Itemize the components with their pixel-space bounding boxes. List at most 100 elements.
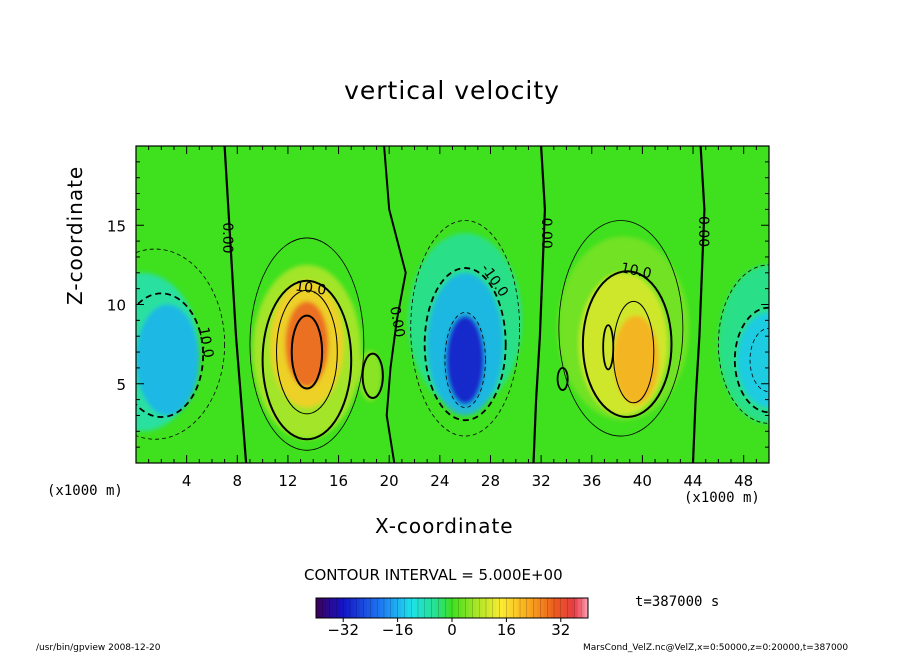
y-tick-label: 10: [107, 297, 126, 315]
colorbar-segment: [584, 598, 589, 618]
contour-ring: [556, 366, 569, 391]
contour-label: 0.00: [538, 218, 554, 249]
colorbar-segment: [326, 598, 330, 618]
x-tick-label: 48: [734, 472, 753, 490]
colorbar-segment: [363, 598, 368, 618]
time-label: t=387000 s: [635, 594, 720, 610]
contour-ring: [361, 352, 384, 400]
contour-ring: [581, 270, 673, 419]
contour-ring: [261, 279, 353, 441]
contour-zero-line: [383, 146, 407, 463]
colorbar-segment: [329, 598, 334, 618]
colorbar-segment: [319, 598, 324, 618]
colorbar-segment: [520, 598, 524, 618]
colorbar-segment: [448, 598, 453, 618]
colorbar-segment: [370, 598, 375, 618]
colorbar-segment: [469, 598, 473, 618]
x-tick-label: 28: [481, 472, 500, 490]
x-tick-label: 44: [683, 472, 702, 490]
colorbar-segment: [472, 598, 477, 618]
field-cell: [285, 301, 329, 387]
field-cell: [446, 315, 485, 405]
colorbar-segment: [516, 598, 521, 618]
x-tick-label: 40: [633, 472, 652, 490]
x-tick-label: 12: [278, 472, 297, 490]
colorbar-segment: [537, 598, 541, 618]
colorbar-segment: [465, 598, 470, 618]
contour-ring: [410, 220, 520, 437]
colorbar-segment: [509, 598, 514, 618]
colorbar-segment: [506, 598, 511, 618]
contour-ring: [602, 324, 615, 371]
colorbar-segment: [492, 598, 497, 618]
colorbar-segment: [560, 598, 565, 618]
colorbar-segment: [503, 598, 507, 618]
contour-zero-line: [223, 146, 248, 463]
contour-ring: [136, 292, 204, 418]
colorbar-tick-label: −16: [382, 621, 414, 639]
colorbar-segment: [394, 598, 398, 618]
colorbar-segment: [482, 598, 487, 618]
colorbar-segment: [424, 598, 429, 618]
x-axis-label: X-coordinate: [375, 514, 514, 538]
colorbar-segment: [462, 598, 466, 618]
colorbar-segment: [377, 598, 381, 618]
colorbar-segment: [435, 598, 439, 618]
colorbar-segment: [346, 598, 351, 618]
colorbar-segment: [360, 598, 364, 618]
contour-zero-line: [532, 146, 547, 463]
colorbar-segment: [414, 598, 419, 618]
colorbar-segment: [407, 598, 412, 618]
x-axis-unit-right: (x1000 m): [684, 490, 760, 506]
contour-label: 10.0: [294, 279, 327, 299]
colorbar-segment: [333, 598, 337, 618]
footer-program-date: /usr/bin/gpview 2008-12-20: [36, 643, 161, 653]
colorbar-segment: [458, 598, 463, 618]
colorbar-segment: [390, 598, 395, 618]
colorbar-segment: [404, 598, 409, 618]
contour-ring: [423, 267, 507, 422]
chart-title: vertical velocity: [344, 76, 560, 105]
y-axis-label: Z-coordinate: [63, 165, 87, 305]
y-tick-label: 5: [116, 376, 126, 394]
colorbar-segment: [339, 598, 344, 618]
colorbar-tick-label: −32: [327, 621, 359, 639]
colorbar-segment: [526, 598, 531, 618]
contour-interval-label: CONTOUR INTERVAL = 5.000E+00: [304, 566, 563, 584]
contour-ring: [558, 220, 684, 437]
contour-label: 0.00: [219, 222, 235, 253]
colorbar-tick-label: 16: [497, 621, 516, 639]
colorbar-segment: [441, 598, 446, 618]
x-tick-label: 8: [233, 472, 243, 490]
contour-zero-line: [691, 146, 706, 463]
contour-ring: [249, 237, 365, 451]
colorbar-segment: [356, 598, 361, 618]
colorbar-segment: [418, 598, 422, 618]
contour-ring: [749, 327, 769, 393]
colorbar-segment: [452, 598, 456, 618]
colorbar-segment: [581, 598, 585, 618]
colorbar-segment: [401, 598, 405, 618]
y-tick-label: 15: [107, 217, 126, 235]
colorbar-segment: [489, 598, 494, 618]
colorbar-segment: [567, 598, 572, 618]
colorbar-segment: [397, 598, 402, 618]
contour-label: 10.0: [195, 326, 216, 359]
colorbar-segment: [547, 598, 551, 618]
colorbar-segment: [353, 598, 358, 618]
colorbar-segment: [550, 598, 555, 618]
colorbar-segment: [411, 598, 415, 618]
colorbar-segment: [571, 598, 575, 618]
colorbar-segment: [499, 598, 504, 618]
colorbar-segment: [445, 598, 449, 618]
field-cell: [613, 315, 659, 405]
colorbar-segment: [373, 598, 378, 618]
colorbar-segment: [322, 598, 327, 618]
colorbar-segment: [367, 598, 371, 618]
colorbar-segment: [384, 598, 388, 618]
colorbar-segment: [523, 598, 528, 618]
x-tick-label: 16: [329, 472, 348, 490]
field-cell: [136, 304, 200, 416]
colorbar-segment: [540, 598, 545, 618]
x-tick-label: 36: [582, 472, 601, 490]
